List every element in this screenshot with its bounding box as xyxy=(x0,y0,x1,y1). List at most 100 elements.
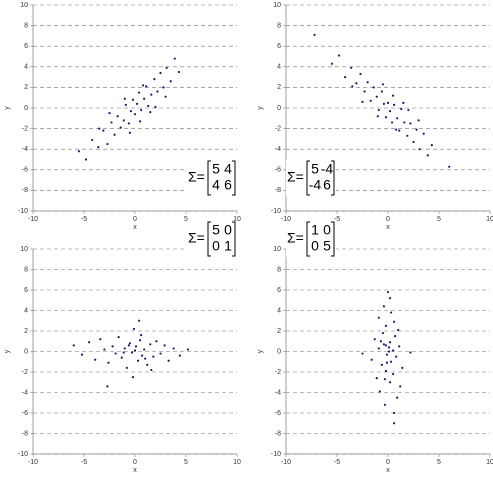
point xyxy=(140,108,143,112)
annotation-bg xyxy=(286,160,336,196)
point xyxy=(111,345,114,348)
point xyxy=(141,354,144,357)
matrix-entry: 6 xyxy=(323,177,331,193)
point xyxy=(130,351,134,354)
point xyxy=(106,142,109,146)
x-tick-label: 5 xyxy=(437,459,441,466)
x-tick-label: 10 xyxy=(233,459,241,466)
x-tick-label: 0 xyxy=(386,216,390,223)
point xyxy=(164,95,167,98)
y-tick-label: -8 xyxy=(275,187,281,194)
point xyxy=(127,344,130,347)
y-tick-label: 6 xyxy=(24,287,28,294)
point xyxy=(97,146,100,149)
y-tick-label: 10 xyxy=(20,2,28,9)
y-tick-label: -10 xyxy=(271,451,281,458)
matrix-entry: 4 xyxy=(224,161,232,177)
point xyxy=(388,297,392,300)
y-axis-label: y xyxy=(4,349,11,353)
point xyxy=(375,95,378,98)
point xyxy=(376,115,379,118)
y-tick-label: 4 xyxy=(277,307,281,314)
bracket xyxy=(207,160,211,196)
point xyxy=(385,353,389,356)
x-tick-label: 10 xyxy=(233,216,241,223)
point xyxy=(186,348,190,351)
x-tick-label: -10 xyxy=(281,459,291,466)
point xyxy=(412,140,415,144)
point xyxy=(137,91,141,94)
point xyxy=(172,347,175,350)
annotation-bg xyxy=(187,221,237,257)
point xyxy=(131,98,135,101)
y-tick-label: 10 xyxy=(273,246,281,253)
y-tick-label: -2 xyxy=(275,369,281,376)
y-tick-label: 6 xyxy=(24,43,28,50)
point xyxy=(370,358,373,361)
point xyxy=(133,349,137,352)
point xyxy=(129,109,133,113)
point xyxy=(396,117,399,120)
point xyxy=(373,338,376,341)
point xyxy=(156,90,159,93)
point xyxy=(125,366,128,369)
matrix-entry: 0 xyxy=(212,238,220,254)
point xyxy=(163,344,166,347)
y-tick-label: 8 xyxy=(277,22,281,29)
point xyxy=(385,361,389,364)
point xyxy=(119,126,122,129)
point xyxy=(407,108,410,112)
point xyxy=(381,83,384,86)
point xyxy=(177,70,180,74)
point xyxy=(139,339,142,342)
x-tick-label: -10 xyxy=(281,216,291,223)
y-tick-label: -4 xyxy=(22,389,28,396)
point xyxy=(375,377,378,380)
x-tick-label: -5 xyxy=(334,216,340,223)
y-tick-label: 0 xyxy=(24,348,28,355)
point xyxy=(384,369,388,373)
point xyxy=(422,132,425,135)
point xyxy=(399,385,402,388)
point xyxy=(355,82,358,85)
point xyxy=(162,86,165,89)
point xyxy=(403,121,406,124)
x-tick-label: 0 xyxy=(386,459,390,466)
point xyxy=(393,320,396,323)
point xyxy=(108,112,111,115)
x-axis-label: x xyxy=(386,467,390,474)
point xyxy=(159,71,162,75)
point xyxy=(132,327,136,331)
bracket xyxy=(306,221,310,257)
matrix-entry: 0 xyxy=(311,238,319,254)
point xyxy=(350,66,353,69)
point xyxy=(114,352,117,355)
point xyxy=(392,372,395,376)
annotation-symbol: Σ= xyxy=(188,169,205,185)
bracket xyxy=(207,221,211,257)
point xyxy=(388,381,392,384)
y-axis-label: y xyxy=(4,106,11,110)
x-tick-label: -10 xyxy=(28,459,38,466)
matrix-entry: 6 xyxy=(224,177,232,193)
y-tick-label: -2 xyxy=(22,125,28,132)
point xyxy=(123,97,126,100)
point xyxy=(361,100,364,103)
y-tick-label: -6 xyxy=(275,410,281,417)
x-axis-label: x xyxy=(133,224,137,231)
matrix-entry: -4 xyxy=(321,161,334,177)
x-tick-label: 10 xyxy=(486,216,493,223)
point xyxy=(124,103,127,107)
x-tick-label: 0 xyxy=(133,216,137,223)
point xyxy=(152,355,155,358)
y-tick-label: -10 xyxy=(18,451,28,458)
point xyxy=(84,158,88,161)
bracket xyxy=(306,160,310,196)
point xyxy=(137,319,141,322)
point xyxy=(383,378,387,381)
x-tick-label: 0 xyxy=(133,459,137,466)
point xyxy=(396,396,399,399)
annotation-symbol: Σ= xyxy=(188,230,205,246)
matrix-entry: 0 xyxy=(323,222,331,238)
point xyxy=(359,72,362,76)
